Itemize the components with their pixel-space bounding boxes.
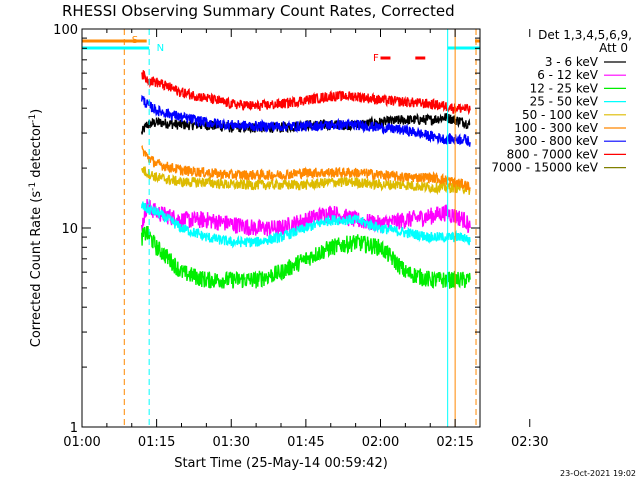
x-tick-label: 02:15 (436, 435, 473, 450)
legend-label: 7000 - 15000 keV (491, 161, 598, 175)
legend-label: 800 - 7000 keV (507, 147, 599, 161)
series-line (141, 201, 471, 249)
series-line (141, 198, 471, 237)
y-axis-label: Corrected Count Rate (s-1 detector-1) (28, 109, 44, 347)
series-line (141, 70, 471, 116)
x-tick-label: 02:30 (511, 435, 548, 450)
y-axis-ticks: 1 10 100 (53, 23, 480, 436)
saa-label: S (132, 35, 138, 46)
x-axis-ticks: 01:00 01:15 01:30 01:45 02:00 02:15 02:30 (63, 29, 548, 450)
night-label: N (157, 43, 164, 54)
legend-label: 300 - 800 keV (514, 134, 598, 148)
series-line (141, 144, 471, 191)
legend-label: 12 - 25 keV (530, 81, 599, 95)
y-tick-label: 100 (53, 23, 78, 38)
legend-label: 6 - 12 keV (537, 68, 599, 82)
y-tick-label: 1 (70, 421, 78, 436)
legend-title: Det 1,3,4,5,6,9, (538, 28, 632, 42)
legend-attenuator: Att 0 (599, 41, 628, 55)
plot-area: S N F (82, 29, 480, 427)
x-tick-label: 02:00 (362, 435, 399, 450)
legend-label: 100 - 300 keV (514, 121, 598, 135)
x-tick-label: 01:00 (63, 435, 100, 450)
series-line (141, 225, 471, 289)
chart-title: RHESSI Observing Summary Count Rates, Co… (62, 2, 455, 20)
legend-label: 3 - 6 keV (545, 55, 599, 69)
legend-label: 25 - 50 keV (530, 95, 599, 109)
footer-date: 23-Oct-2021 19:02 (560, 469, 636, 478)
legend-label: 50 - 100 keV (522, 108, 599, 122)
x-tick-label: 01:30 (213, 435, 250, 450)
flare-label: F (373, 53, 379, 64)
x-tick-label: 01:45 (287, 435, 324, 450)
x-axis-label: Start Time (25-May-14 00:59:42) (174, 456, 388, 471)
y-tick-label: 10 (61, 222, 78, 237)
series-line (141, 94, 471, 147)
x-tick-label: 01:15 (138, 435, 175, 450)
series-line (141, 166, 471, 196)
